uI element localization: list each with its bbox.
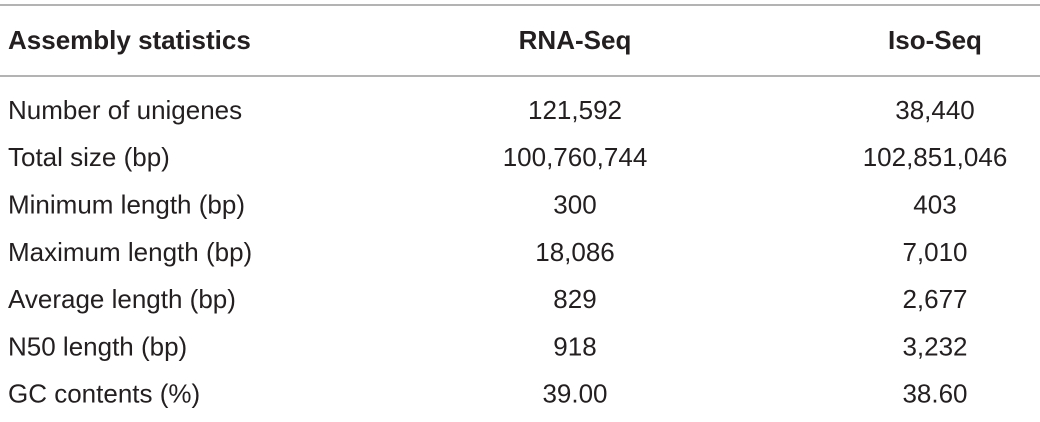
- cell: 39.00: [542, 379, 607, 409]
- header-cell: Assembly statistics: [8, 25, 251, 55]
- cell: 38,440: [895, 95, 975, 125]
- row-label: Average length (bp): [8, 284, 236, 314]
- row-label: Total size (bp): [8, 142, 170, 172]
- cell: 403: [913, 189, 956, 219]
- cell: 918: [553, 331, 596, 361]
- row-label: Maximum length (bp): [8, 237, 252, 267]
- header-cell: Iso-Seq: [888, 25, 982, 55]
- cell: 7,010: [902, 237, 967, 267]
- cell: 38.60: [902, 379, 967, 409]
- cell: 18,086: [535, 237, 615, 267]
- row-label: GC contents (%): [8, 379, 200, 409]
- row-label: Minimum length (bp): [8, 189, 245, 219]
- row-label: Number of unigenes: [8, 95, 242, 125]
- cell: 300: [553, 189, 596, 219]
- cell: 829: [553, 284, 596, 314]
- row-label: N50 length (bp): [8, 331, 187, 361]
- cell: 102,851,046: [863, 142, 1008, 172]
- cell: 121,592: [528, 95, 622, 125]
- cell: 100,760,744: [503, 142, 648, 172]
- cell: 2,677: [902, 284, 967, 314]
- header-cell: RNA-Seq: [519, 25, 632, 55]
- cell: 3,232: [902, 331, 967, 361]
